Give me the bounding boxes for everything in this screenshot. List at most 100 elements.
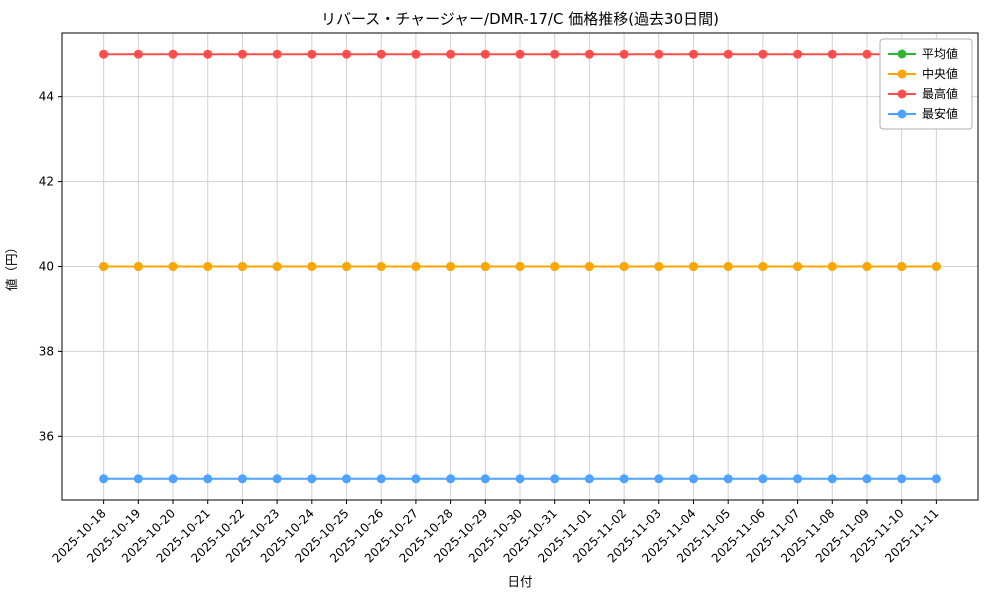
- legend-marker-dot-average: [897, 49, 907, 59]
- data-point-lowest: [342, 474, 352, 484]
- data-point-median: [827, 262, 837, 271]
- data-point-highest: [619, 49, 629, 59]
- legend-marker-dot-lowest: [897, 109, 907, 119]
- data-point-highest: [654, 49, 664, 59]
- data-point-lowest: [688, 474, 698, 484]
- y-tick-label: 40: [39, 260, 54, 274]
- data-point-median: [584, 262, 594, 271]
- legend-item-median: 中央値: [888, 66, 958, 81]
- data-point-lowest: [272, 474, 282, 484]
- chart-title: リバース・チャージャー/DMR-17/C 価格推移(過去30日間): [321, 10, 719, 28]
- data-point-lowest: [793, 474, 803, 484]
- legend-item-highest: 最高値: [888, 86, 958, 101]
- axes: 36384042442025-10-182025-10-192025-10-20…: [39, 32, 979, 565]
- data-point-lowest: [446, 474, 456, 484]
- data-point-highest: [342, 49, 352, 59]
- data-point-lowest: [897, 474, 907, 484]
- data-point-highest: [688, 49, 698, 59]
- data-point-median: [411, 262, 421, 271]
- data-point-lowest: [862, 474, 872, 484]
- data-point-median: [758, 262, 768, 271]
- data-point-lowest: [758, 474, 768, 484]
- data-point-median: [446, 262, 456, 271]
- data-point-lowest: [480, 474, 490, 484]
- data-point-lowest: [584, 474, 594, 484]
- data-point-median: [550, 262, 560, 271]
- data-point-highest: [515, 49, 525, 59]
- data-point-highest: [862, 49, 872, 59]
- data-point-median: [342, 262, 352, 271]
- y-tick-label: 44: [39, 90, 54, 104]
- data-point-median: [723, 262, 733, 271]
- data-point-highest: [272, 49, 282, 59]
- data-point-highest: [376, 49, 386, 59]
- legend-marker-dot-highest: [897, 89, 907, 99]
- data-point-lowest: [168, 474, 178, 484]
- data-point-median: [793, 262, 803, 271]
- data-point-highest: [133, 49, 143, 59]
- data-point-median: [237, 262, 247, 271]
- data-point-lowest: [619, 474, 629, 484]
- data-point-median: [688, 262, 698, 271]
- data-point-lowest: [550, 474, 560, 484]
- axes-frame: [61, 32, 979, 501]
- legend-marker-dot-median: [897, 69, 907, 79]
- data-point-highest: [99, 49, 109, 59]
- data-point-lowest: [827, 474, 837, 484]
- data-point-median: [99, 262, 109, 271]
- data-point-highest: [307, 49, 317, 59]
- legend-item-lowest: 最安値: [888, 106, 958, 121]
- legend-item-average: 平均値: [888, 46, 958, 61]
- data-point-highest: [723, 49, 733, 59]
- data-point-median: [376, 262, 386, 271]
- y-tick-label: 42: [39, 175, 54, 189]
- data-point-highest: [480, 49, 490, 59]
- x-axis-label: 日付: [507, 574, 532, 589]
- data-point-lowest: [237, 474, 247, 484]
- data-point-lowest: [376, 474, 386, 484]
- data-point-median: [862, 262, 872, 271]
- legend-label-average: 平均値: [922, 46, 958, 61]
- data-point-highest: [203, 49, 213, 59]
- legend-box: [879, 38, 973, 130]
- data-point-median: [272, 262, 282, 271]
- data-point-median: [168, 262, 178, 271]
- data-point-median: [480, 262, 490, 271]
- series-highest: [99, 49, 941, 59]
- data-point-lowest: [411, 474, 421, 484]
- data-point-median: [133, 262, 143, 271]
- data-point-lowest: [515, 474, 525, 484]
- data-point-highest: [758, 49, 768, 59]
- data-point-lowest: [99, 474, 109, 484]
- data-point-median: [619, 262, 629, 271]
- data-point-lowest: [203, 474, 213, 484]
- data-point-median: [897, 262, 907, 271]
- legend-label-median: 中央値: [922, 66, 958, 81]
- data-point-median: [307, 262, 317, 271]
- y-tick-label: 36: [39, 429, 54, 443]
- data-point-median: [931, 262, 941, 271]
- y-tick-label: 38: [39, 344, 54, 358]
- data-point-median: [654, 262, 664, 271]
- data-point-lowest: [723, 474, 733, 484]
- series-layer: [99, 49, 941, 484]
- data-point-lowest: [133, 474, 143, 484]
- series-median: [99, 262, 941, 271]
- data-point-median: [203, 262, 213, 271]
- data-point-lowest: [307, 474, 317, 484]
- data-point-median: [515, 262, 525, 271]
- data-point-highest: [827, 49, 837, 59]
- data-point-lowest: [654, 474, 664, 484]
- legend-label-lowest: 最安値: [922, 106, 958, 121]
- legend-label-highest: 最高値: [922, 86, 958, 101]
- data-point-highest: [793, 49, 803, 59]
- data-point-highest: [550, 49, 560, 59]
- data-point-highest: [411, 49, 421, 59]
- data-point-highest: [237, 49, 247, 59]
- data-point-highest: [168, 49, 178, 59]
- series-lowest: [99, 474, 941, 484]
- data-point-lowest: [931, 474, 941, 484]
